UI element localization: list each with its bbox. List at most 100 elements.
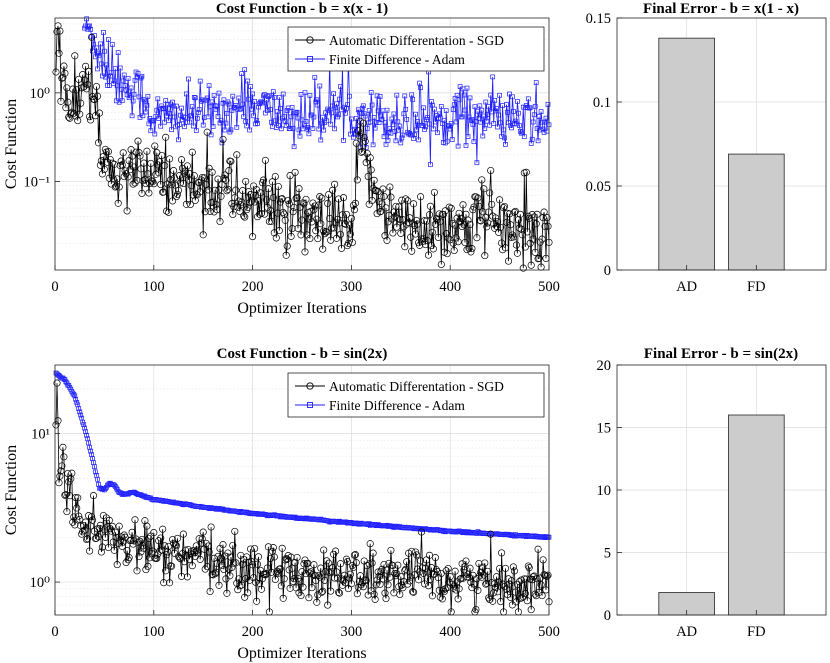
data-point bbox=[141, 176, 149, 184]
data-point bbox=[346, 570, 354, 578]
data-point bbox=[392, 202, 400, 210]
data-point bbox=[356, 572, 364, 580]
data-point bbox=[114, 199, 122, 207]
data-point bbox=[339, 107, 344, 113]
data-point bbox=[293, 194, 301, 202]
data-point bbox=[80, 419, 86, 425]
data-point bbox=[288, 114, 294, 120]
data-point bbox=[399, 216, 407, 224]
data-point bbox=[113, 98, 119, 104]
data-point bbox=[280, 91, 286, 97]
data-point bbox=[537, 127, 543, 133]
data-point bbox=[422, 127, 427, 132]
data-point bbox=[396, 215, 404, 224]
data-point bbox=[245, 558, 253, 566]
data-point bbox=[491, 121, 497, 126]
data-point bbox=[85, 67, 93, 75]
data-point bbox=[277, 106, 283, 111]
data-point bbox=[509, 233, 517, 241]
data-point bbox=[140, 113, 146, 119]
data-point bbox=[307, 568, 315, 576]
data-point bbox=[329, 110, 334, 116]
data-point bbox=[468, 245, 476, 253]
data-point bbox=[448, 121, 454, 126]
data-point bbox=[188, 148, 196, 156]
data-point bbox=[492, 98, 498, 103]
data-point bbox=[292, 194, 300, 202]
data-point bbox=[289, 105, 295, 110]
data-point bbox=[116, 99, 122, 105]
data-point bbox=[407, 233, 415, 241]
data-point bbox=[176, 137, 181, 143]
data-point bbox=[457, 214, 465, 222]
data-point bbox=[81, 526, 89, 534]
data-point bbox=[451, 102, 457, 108]
data-point bbox=[318, 588, 326, 596]
data-point bbox=[471, 139, 477, 145]
data-point bbox=[215, 581, 223, 589]
data-point bbox=[72, 494, 80, 502]
data-point bbox=[374, 568, 382, 576]
data-point bbox=[196, 107, 202, 112]
data-point bbox=[528, 211, 536, 219]
data-point bbox=[234, 586, 242, 594]
data-point bbox=[220, 565, 228, 574]
data-point bbox=[211, 570, 219, 578]
data-point bbox=[451, 567, 459, 575]
data-point bbox=[397, 123, 403, 129]
data-point bbox=[402, 195, 410, 203]
data-point bbox=[414, 220, 422, 228]
data-point bbox=[135, 149, 143, 157]
data-point bbox=[492, 214, 500, 222]
data-point bbox=[249, 233, 257, 241]
data-point bbox=[349, 116, 354, 122]
data-point bbox=[421, 241, 430, 249]
data-point bbox=[125, 76, 131, 81]
data-point bbox=[447, 204, 455, 212]
data-point bbox=[465, 244, 473, 252]
data-point bbox=[204, 95, 210, 101]
data-point bbox=[484, 567, 492, 575]
data-point bbox=[308, 584, 316, 592]
data-point bbox=[480, 185, 488, 193]
data-point bbox=[113, 175, 121, 183]
data-point bbox=[291, 559, 299, 567]
data-point bbox=[276, 198, 284, 206]
data-point bbox=[512, 241, 520, 249]
data-point bbox=[247, 191, 255, 199]
data-point bbox=[154, 107, 160, 113]
data-point bbox=[170, 174, 179, 182]
data-point bbox=[476, 572, 484, 580]
data-point bbox=[67, 475, 75, 483]
data-point bbox=[497, 92, 502, 98]
data-point bbox=[204, 186, 212, 194]
data-point bbox=[197, 78, 203, 84]
y-tick-label: 0.05 bbox=[586, 179, 611, 195]
data-point bbox=[359, 583, 367, 591]
data-point bbox=[478, 176, 486, 184]
data-point bbox=[60, 62, 68, 70]
data-point bbox=[317, 564, 325, 572]
data-point bbox=[306, 131, 312, 137]
data-point bbox=[198, 535, 206, 543]
data-point bbox=[153, 554, 161, 562]
data-point bbox=[430, 188, 438, 196]
data-point bbox=[319, 587, 327, 595]
data-point bbox=[445, 203, 453, 211]
data-point bbox=[473, 234, 481, 242]
data-point bbox=[283, 242, 291, 250]
data-point bbox=[253, 560, 262, 568]
data-point bbox=[406, 214, 414, 222]
data-point bbox=[533, 80, 539, 85]
data-point bbox=[93, 92, 102, 100]
data-point bbox=[325, 559, 333, 567]
data-point bbox=[494, 217, 502, 226]
data-point bbox=[56, 27, 64, 35]
data-point bbox=[316, 126, 322, 132]
data-point bbox=[370, 176, 378, 184]
data-point bbox=[123, 87, 129, 93]
data-point bbox=[378, 113, 384, 119]
data-point bbox=[247, 127, 252, 133]
data-point bbox=[143, 147, 151, 155]
data-point bbox=[343, 558, 351, 566]
